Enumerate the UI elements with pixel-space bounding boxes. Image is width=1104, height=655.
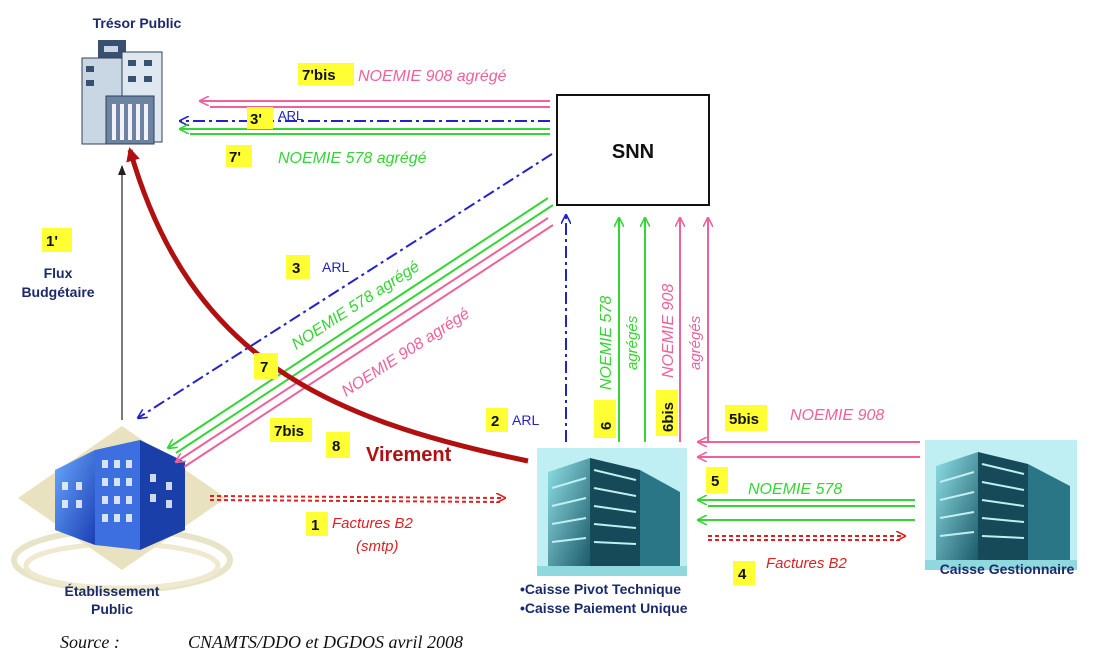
badge-3prime xyxy=(247,107,273,129)
num-7prime: 7' xyxy=(229,149,241,166)
arrow-7 xyxy=(168,197,554,454)
badge-1 xyxy=(306,512,328,536)
caisse-pivot-building-icon xyxy=(537,448,687,576)
badge-2 xyxy=(486,408,508,432)
badge-6bis xyxy=(656,390,678,436)
text-5: NOEMIE 578 xyxy=(748,481,842,498)
caisse-pivot-label-line1: •Caisse Pivot Technique xyxy=(520,581,681,597)
text-3prime: ARL xyxy=(278,108,303,123)
badge-7prime xyxy=(226,145,252,167)
text-7bis-top: NOEMIE 908 agrégé xyxy=(358,68,507,85)
text-1-line1: Factures B2 xyxy=(332,515,414,532)
badge-8 xyxy=(326,432,350,458)
text-6bis-line2: agrégés xyxy=(687,315,704,370)
arrow-5 xyxy=(698,500,915,520)
text-3: ARL xyxy=(322,259,349,275)
num-1prime: 1' xyxy=(46,233,58,250)
num-1: 1 xyxy=(311,517,319,534)
source-label: Source : xyxy=(60,632,120,652)
num-7bis-top: 7'bis xyxy=(302,67,336,84)
arrow-6 xyxy=(619,218,645,442)
text-2: ARL xyxy=(512,412,539,428)
text-1prime-line2: Budgétaire xyxy=(21,284,94,300)
caisse-pivot-label-line2: •Caisse Paiement Unique xyxy=(520,600,688,616)
arrow-6bis xyxy=(680,218,708,442)
etablissement-label-line2: Public xyxy=(91,601,133,617)
snn-box xyxy=(556,94,710,206)
text-6bis-line1: NOEMIE 908 xyxy=(660,284,677,378)
tresor-building-icon xyxy=(81,40,163,145)
num-8: 8 xyxy=(332,438,340,455)
num-7: 7 xyxy=(260,359,268,376)
num-6: 6 xyxy=(598,422,615,430)
tresor-label: Trésor Public xyxy=(93,15,182,31)
badge-1prime xyxy=(42,228,72,252)
badge-6 xyxy=(594,400,616,438)
badge-3 xyxy=(286,255,310,279)
num-4: 4 xyxy=(738,566,747,583)
num-5bis: 5bis xyxy=(729,411,759,428)
text-1prime-line1: Flux xyxy=(44,265,73,281)
num-5: 5 xyxy=(711,473,719,490)
text-6-line2: agrégés xyxy=(624,315,641,370)
num-3prime: 3' xyxy=(250,111,262,128)
arrow-7prime xyxy=(180,129,550,135)
text-1-line2: (smtp) xyxy=(356,538,399,555)
arrow-7bis-top xyxy=(200,101,550,108)
arrow-8-virement xyxy=(126,147,529,464)
arrow-5bis xyxy=(698,442,920,457)
badge-7bis-top xyxy=(298,63,354,85)
badge-4 xyxy=(733,561,755,585)
arrow-3 xyxy=(138,153,553,418)
num-3: 3 xyxy=(292,260,300,277)
badge-5 xyxy=(706,467,728,493)
caisse-gestionnaire-building-icon xyxy=(925,440,1077,570)
num-2: 2 xyxy=(491,413,499,430)
badge-7 xyxy=(254,353,278,379)
badge-7bis xyxy=(270,418,312,442)
num-6bis: 6bis xyxy=(660,402,677,432)
text-5bis: NOEMIE 908 xyxy=(790,407,884,424)
etablissement-label-line1: Établissement xyxy=(65,583,160,599)
snn-label: SNN xyxy=(612,141,654,163)
badge-5bis xyxy=(725,405,767,431)
text-6-line1: NOEMIE 578 xyxy=(598,296,615,390)
caisse-gestionnaire-label: Caisse Gestionnaire xyxy=(940,561,1075,577)
arrow-7bis xyxy=(176,217,554,468)
etablissement-building-icon xyxy=(11,426,233,593)
num-7bis: 7bis xyxy=(274,423,304,440)
source-text: CNAMTS/DDO et DGDOS avril 2008 xyxy=(188,632,463,652)
text-8: Virement xyxy=(366,444,452,466)
text-7prime: NOEMIE 578 agrégé xyxy=(278,150,427,167)
arrow-4 xyxy=(708,536,905,541)
text-4: Factures B2 xyxy=(766,555,848,572)
arrow-1 xyxy=(209,496,505,502)
